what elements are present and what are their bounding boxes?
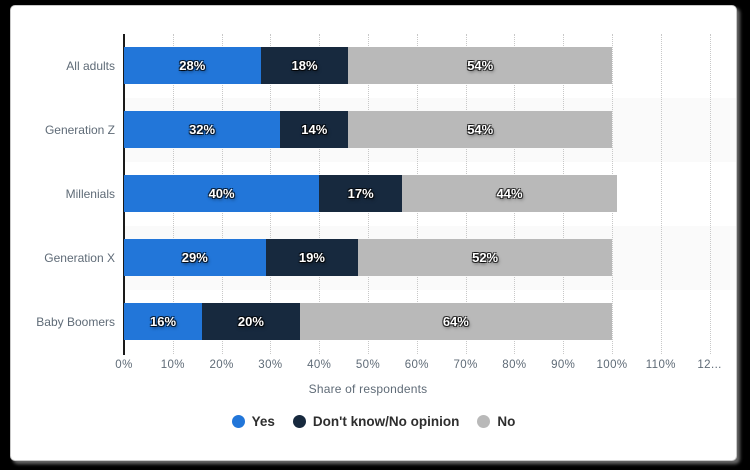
legend-label: No xyxy=(497,413,516,429)
bar-value-label: 20% xyxy=(237,314,264,329)
bar-value-label: 29% xyxy=(181,250,208,265)
legend-label: Yes xyxy=(251,413,275,429)
bar-segment-yes[interactable]: 32% xyxy=(124,111,281,148)
bar-value-label: 54% xyxy=(467,58,494,73)
bar-value-label: 14% xyxy=(301,122,328,137)
gridline xyxy=(709,34,711,354)
bar-value-label: 64% xyxy=(442,314,469,329)
bar-segment-yes[interactable]: 29% xyxy=(124,239,266,276)
bar-value-label: 16% xyxy=(150,314,177,329)
bar-segment-no[interactable]: 52% xyxy=(358,239,612,276)
x-tick-label: 70% xyxy=(453,359,478,371)
legend: Yes Don't know/No opinion No xyxy=(11,410,736,432)
bar-value-label: 32% xyxy=(189,122,216,137)
bar-segment-no[interactable]: 54% xyxy=(348,47,612,84)
bar-row: 28% 18% 54% xyxy=(124,47,612,84)
bar-segment-don-t-know-no-opinion[interactable]: 19% xyxy=(265,239,359,276)
bar-segment-don-t-know-no-opinion[interactable]: 18% xyxy=(260,47,349,84)
legend-dot-icon xyxy=(292,414,306,428)
x-tick-label: 110% xyxy=(645,359,676,371)
bar-row: 32% 14% 54% xyxy=(124,111,612,148)
category-label: Generation X xyxy=(44,251,115,265)
legend-label: Don't know/No opinion xyxy=(312,413,460,429)
x-tick-label: 10% xyxy=(160,359,185,371)
bar-segment-no[interactable]: 44% xyxy=(402,175,617,212)
bar-segment-don-t-know-no-opinion[interactable]: 20% xyxy=(202,303,300,340)
x-tick-label: 20% xyxy=(209,359,234,371)
legend-item-don-t-know-no-opinion[interactable]: Don't know/No opinion xyxy=(292,413,460,429)
bar-value-label: 17% xyxy=(347,186,374,201)
bar-segment-no[interactable]: 54% xyxy=(348,111,612,148)
x-tick-label: 100% xyxy=(596,359,628,371)
category-label: Generation Z xyxy=(44,123,115,137)
bar-segment-don-t-know-no-opinion[interactable]: 17% xyxy=(319,175,403,212)
bar-segment-don-t-know-no-opinion[interactable]: 14% xyxy=(280,111,349,148)
bar-segment-yes[interactable]: 28% xyxy=(124,47,261,84)
x-tick-label: 30% xyxy=(258,359,283,371)
bar-value-label: 28% xyxy=(179,58,206,73)
legend-item-yes[interactable]: Yes xyxy=(231,413,275,429)
legend-dot-icon xyxy=(477,414,491,428)
x-tick-label: 80% xyxy=(502,359,527,371)
legend-item-no[interactable]: No xyxy=(477,414,515,429)
x-tick-label: 12... xyxy=(697,359,722,371)
bar-row: 40% 17% 44% xyxy=(124,175,617,212)
bar-value-label: 40% xyxy=(208,186,235,201)
bar-value-label: 44% xyxy=(496,186,523,201)
bar-value-label: 19% xyxy=(298,250,325,265)
bar-row: 16% 20% 64% xyxy=(124,303,612,340)
category-label: Millenials xyxy=(65,187,115,201)
bar-segment-yes[interactable]: 40% xyxy=(124,175,320,212)
legend-dot-icon xyxy=(231,414,245,428)
x-tick-label: 60% xyxy=(404,359,429,371)
x-tick-label: 40% xyxy=(307,359,332,371)
plot-area: 28% 18% 54% 32% 14% 54% 40% 17% 44% 29% 19% 52% 16% 2… xyxy=(123,34,736,355)
x-tick-label: 0% xyxy=(115,359,133,371)
bar-segment-no[interactable]: 64% xyxy=(299,303,612,340)
x-tick-label: 50% xyxy=(355,359,381,371)
x-tick-label: 90% xyxy=(551,359,576,371)
gridline xyxy=(660,34,662,354)
chart-card: All adults Generation Z Millenials Generati… xyxy=(10,5,737,461)
x-axis-ticks: 0% 10% 20% 30% 40% 50% 60% 70% 80% 90% 100% 110% 12.… xyxy=(115,359,736,374)
y-axis-labels: All adults Generation Z Millenials Generati… xyxy=(11,34,115,354)
category-label: Baby Boomers xyxy=(36,315,115,329)
bar-segment-yes[interactable]: 16% xyxy=(124,303,203,340)
bar-row: 29% 19% 52% xyxy=(124,239,612,276)
bar-value-label: 52% xyxy=(472,250,499,265)
category-label: All adults xyxy=(66,59,115,73)
x-axis-title: Share of respondents xyxy=(308,382,428,396)
bar-value-label: 18% xyxy=(291,58,318,73)
bar-value-label: 54% xyxy=(467,122,494,137)
